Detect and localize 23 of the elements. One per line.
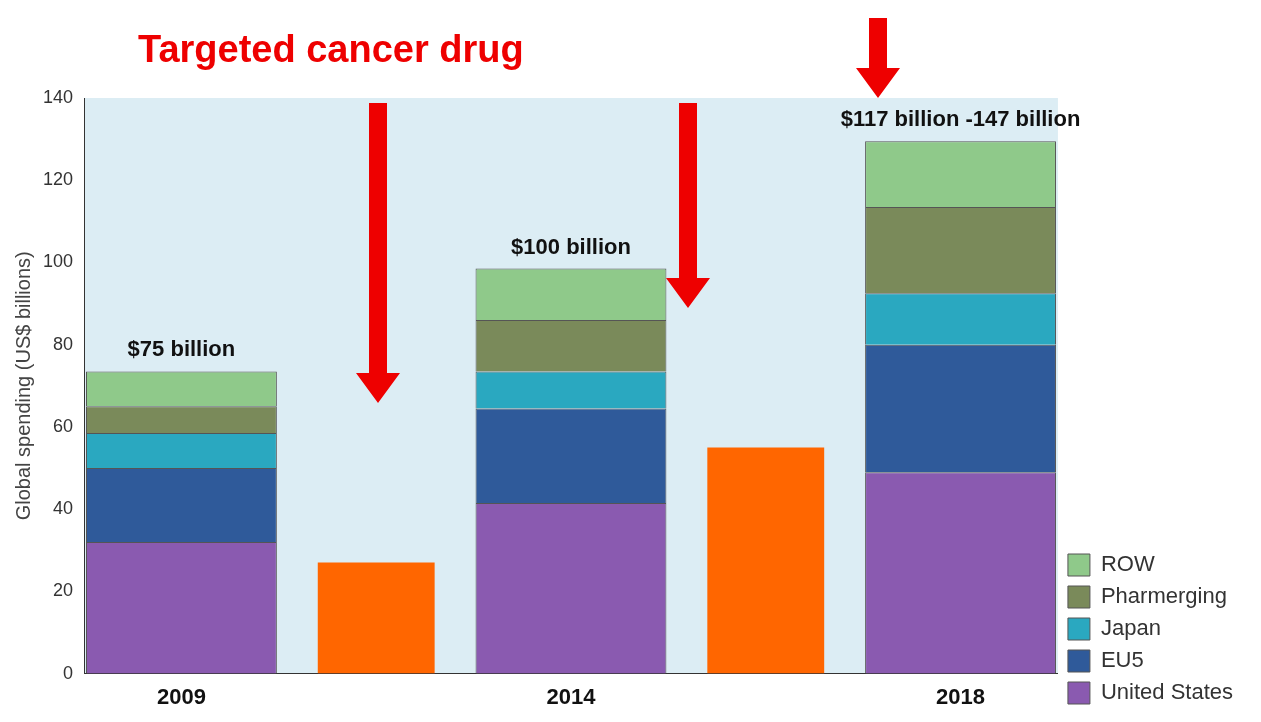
y-tick-label: 40 <box>53 498 74 519</box>
total-label: $117 billion -147 billion <box>840 106 1081 132</box>
text: Targeted cancer drug <box>138 28 524 71</box>
y-tick-label: 60 <box>53 415 74 436</box>
y-tick-label: 80 <box>53 333 74 354</box>
y-tick-label: 140 <box>42 86 74 107</box>
y-axis-title: Global spending (US$ billions) <box>11 251 34 521</box>
x-tick-label: 2009 <box>156 683 206 709</box>
y-tick-label: 0 <box>63 662 74 683</box>
y-tick-label: 20 <box>53 580 74 601</box>
total-label: $75 billion <box>127 336 236 362</box>
y-tick-label: 100 <box>42 251 74 272</box>
bar <box>317 562 435 674</box>
legend-label: EU5 <box>1100 647 1144 673</box>
legend-label: ROW <box>1100 551 1155 577</box>
legend-label: Japan <box>1100 615 1161 641</box>
y-tick-label: 120 <box>42 169 74 190</box>
legend-label: Pharmerging <box>1100 583 1227 609</box>
legend-label: United States <box>1100 679 1233 705</box>
total-label: $100 billion <box>511 233 631 259</box>
x-tick-label: 2014 <box>546 683 597 709</box>
x-tick-label: 2018 <box>936 683 986 709</box>
bar <box>707 447 825 674</box>
